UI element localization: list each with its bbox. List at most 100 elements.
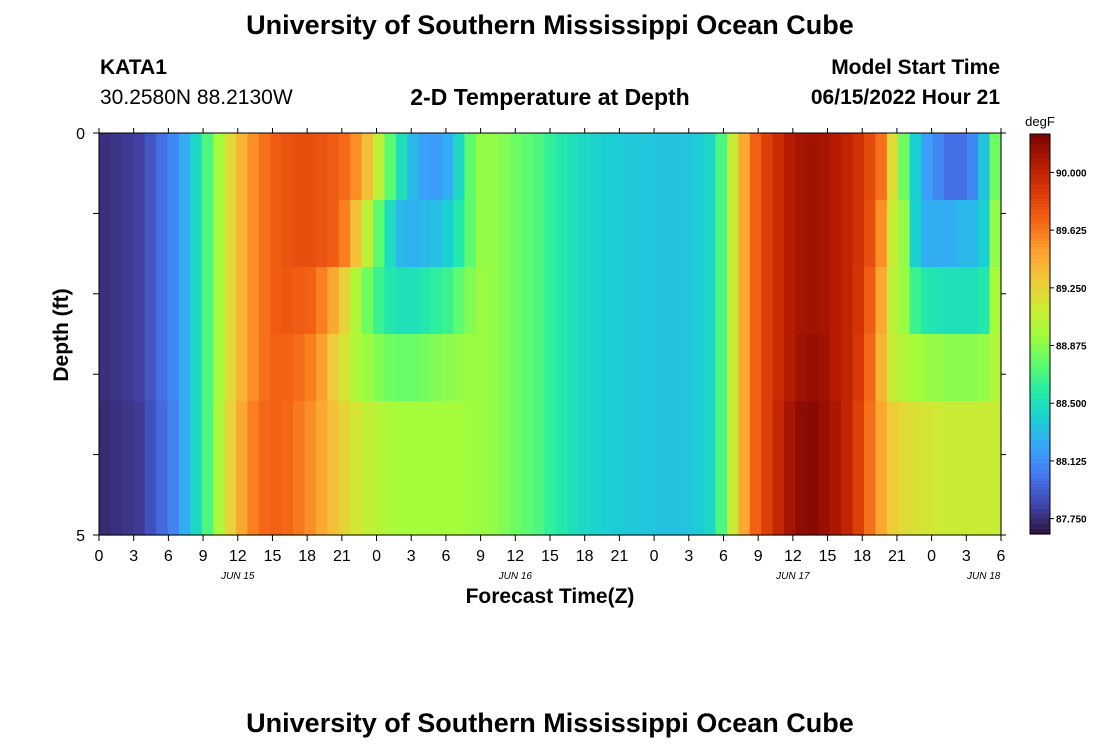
heatmap-cell [921, 401, 934, 469]
heatmap-cell [407, 267, 420, 335]
heatmap-cell [875, 200, 888, 268]
heatmap-cell [498, 334, 511, 402]
heatmap-cell [989, 133, 1002, 201]
heatmap-cell [430, 133, 443, 201]
heatmap-cell [418, 200, 431, 268]
heatmap-cell [955, 401, 968, 469]
heatmap-cell [921, 267, 934, 335]
heatmap-cell [726, 334, 739, 402]
heatmap-cell [407, 468, 420, 536]
heatmap-cell [943, 401, 956, 469]
heatmap-cell [224, 401, 237, 469]
heatmap-cell [121, 267, 134, 335]
heatmap-cell [373, 267, 386, 335]
heatmap-cell [978, 468, 991, 536]
heatmap-cell [921, 468, 934, 536]
heatmap-cell [156, 334, 169, 402]
heatmap-cell [966, 200, 979, 268]
heatmap-cell [510, 468, 523, 536]
heatmap-cell [795, 200, 808, 268]
colorbar-swatch [1030, 304, 1050, 310]
heatmap-cell [795, 334, 808, 402]
heatmap-cell [441, 334, 454, 402]
heatmap-cell [441, 401, 454, 469]
x-tick-label: 9 [199, 548, 208, 565]
heatmap-cell [190, 133, 203, 201]
heatmap-cell [99, 133, 112, 201]
heatmap-cell [498, 401, 511, 469]
x-tick-label: 18 [576, 548, 594, 565]
heatmap-cell [407, 200, 420, 268]
heatmap-cell [281, 401, 294, 469]
colorbar: degF 90.000 89.625 89.250 88.875 88.500 88.125… [1025, 114, 1087, 535]
heatmap-cell [384, 334, 397, 402]
heatmap-cell [612, 267, 625, 335]
heatmap-cell [178, 401, 191, 469]
heatmap-cell [384, 200, 397, 268]
heatmap-cell [201, 334, 214, 402]
heatmap-cell [236, 267, 249, 335]
heatmap-cell [738, 334, 751, 402]
colorbar-swatch [1030, 454, 1050, 460]
heatmap-cell [658, 468, 671, 536]
heatmap-cell [978, 334, 991, 402]
heatmap-cell [658, 401, 671, 469]
heatmap-cell [818, 401, 831, 469]
heatmap-cell [430, 334, 443, 402]
colorbar-swatch [1030, 519, 1050, 525]
heatmap-cell [841, 133, 854, 201]
heatmap-cell [635, 401, 648, 469]
heatmap-cell [829, 401, 842, 469]
x-tick-label: 21 [610, 548, 628, 565]
heatmap-cell [99, 267, 112, 335]
heatmap-cell [201, 200, 214, 268]
heatmap-cell [475, 468, 488, 536]
colorbar-swatch [1030, 249, 1050, 255]
heatmap-cell [373, 401, 386, 469]
heatmap-cell [315, 334, 328, 402]
colorbar-swatch [1030, 359, 1050, 365]
x-tick-label: 3 [407, 548, 416, 565]
heatmap-cell [304, 334, 317, 402]
heatmap-cell [475, 401, 488, 469]
heatmap-cell [715, 334, 728, 402]
heatmap-cell [532, 133, 545, 201]
heatmap-cell [521, 334, 534, 402]
heatmap-cell [692, 334, 705, 402]
heatmap-cell [156, 468, 169, 536]
heatmap-cell [315, 200, 328, 268]
heatmap-cell [110, 334, 123, 402]
colorbar-tick-label: 88.125 [1056, 457, 1087, 468]
heatmap-cell [818, 200, 831, 268]
heatmap-cell [578, 200, 591, 268]
heatmap-cell [452, 133, 465, 201]
heatmap-cell [989, 468, 1002, 536]
colorbar-tick-label: 89.250 [1056, 284, 1087, 295]
heatmap-cell [361, 334, 374, 402]
heatmap-cell [761, 401, 774, 469]
heatmap-cell [841, 401, 854, 469]
heatmap-cell [441, 468, 454, 536]
colorbar-swatch [1030, 419, 1050, 425]
heatmap-cell [612, 334, 625, 402]
heatmap-cell [795, 401, 808, 469]
heatmap-cell [133, 267, 146, 335]
colorbar-swatch [1030, 334, 1050, 340]
colorbar-swatch [1030, 209, 1050, 215]
heatmap-cell [441, 200, 454, 268]
x-tick-label: 12 [229, 548, 247, 565]
x-tick-label: 3 [129, 548, 138, 565]
heatmap-cell [281, 200, 294, 268]
heatmap-cell [852, 267, 865, 335]
heatmap-cell [841, 468, 854, 536]
heatmap-cell [213, 133, 226, 201]
heatmap-cell [772, 133, 785, 201]
x-tick-label: 3 [962, 548, 971, 565]
heatmap-cell [978, 401, 991, 469]
colorbar-swatch [1030, 194, 1050, 200]
heatmap-cell [806, 133, 819, 201]
heatmap-cell [544, 133, 557, 201]
heatmap-cell [761, 200, 774, 268]
heatmap-cell [475, 334, 488, 402]
heatmap-cell [201, 267, 214, 335]
